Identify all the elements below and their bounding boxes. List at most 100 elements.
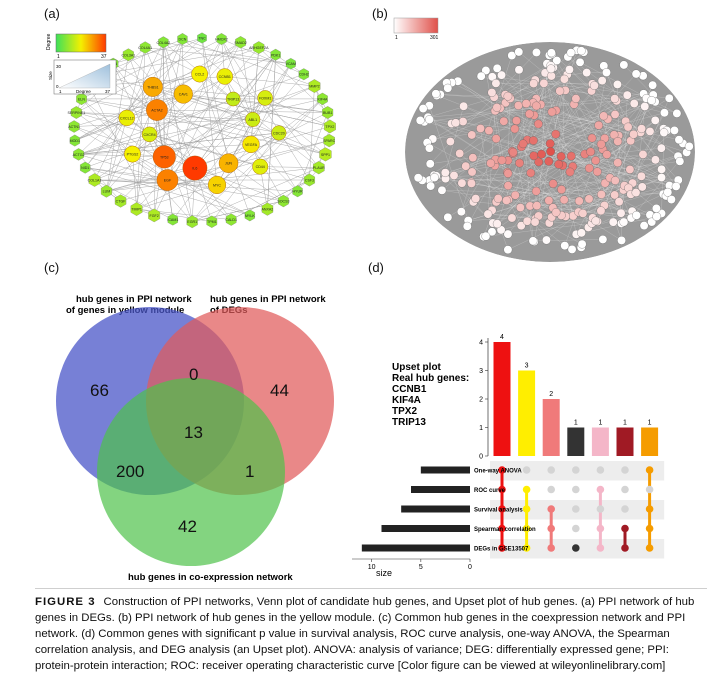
node-label: MMP2	[309, 85, 319, 89]
edge	[78, 132, 279, 155]
network-node: DCN	[177, 33, 188, 45]
node-label: ICAM1	[167, 218, 178, 222]
set-size-bar	[420, 466, 470, 474]
membership-dot-filled	[498, 466, 506, 474]
network-node: NID1	[80, 161, 91, 174]
network-node	[443, 83, 453, 93]
network-node: MOD1	[70, 134, 80, 147]
membership-dot-empty	[522, 466, 531, 474]
membership-dot-filled	[645, 505, 654, 513]
node-hexagon	[235, 36, 246, 49]
network-node	[430, 173, 439, 182]
set-name-label: Spearman correlation	[474, 527, 536, 533]
network-node	[415, 116, 425, 125]
venn-circle-c	[97, 378, 285, 566]
network-node	[443, 212, 453, 222]
network-node	[497, 70, 506, 80]
network-node: TP53	[152, 145, 176, 169]
network-node: EGR1	[186, 215, 198, 229]
network-node: CCNB1	[216, 68, 233, 85]
panel-d-label: (d)	[368, 260, 384, 275]
node-label: BUB1	[323, 111, 332, 115]
node-label: MOD1	[70, 139, 80, 143]
network-node	[637, 182, 647, 192]
network-node	[492, 64, 502, 73]
edge	[314, 85, 331, 127]
node-hexagon	[122, 48, 134, 62]
edge	[76, 112, 310, 181]
network-node	[660, 108, 669, 118]
set-size-bar	[361, 544, 470, 552]
network-node	[530, 217, 540, 227]
edge	[78, 154, 168, 181]
node-circle	[218, 153, 239, 173]
node-hexagon	[253, 41, 265, 54]
edge	[89, 85, 155, 216]
network-node	[418, 104, 428, 113]
network-node	[652, 212, 662, 221]
edge	[163, 42, 165, 157]
network-node	[462, 221, 472, 231]
edge	[535, 72, 587, 81]
network-node	[591, 156, 601, 165]
venn-a-c: 200	[116, 462, 144, 481]
intersection-matrix	[490, 461, 665, 559]
network-node	[567, 245, 577, 254]
node-label: TPX2	[325, 125, 334, 129]
network-node	[663, 187, 673, 197]
network-node	[531, 186, 541, 196]
network-node	[468, 153, 478, 163]
network-node	[503, 91, 513, 101]
edge	[468, 152, 687, 221]
network-node: CALD1	[225, 213, 237, 226]
edge	[535, 80, 656, 160]
network-node	[631, 188, 641, 197]
network-node: HMOX2	[215, 33, 228, 45]
node-circle	[156, 169, 179, 191]
network-node	[647, 217, 657, 227]
node-label: SPP1	[321, 153, 330, 157]
edge	[556, 110, 687, 153]
membership-dot-empty	[596, 466, 605, 474]
degree-legend-max: 37	[101, 54, 107, 60]
edge	[106, 54, 129, 192]
y-tick-label: 3	[479, 368, 483, 375]
size-legend-axis-min: 1	[59, 89, 62, 94]
node-label: CDC20	[273, 131, 285, 135]
y-tick-label: 4	[479, 340, 483, 347]
node-hexagon	[324, 119, 336, 134]
y-tick-label: 0	[479, 454, 483, 461]
network-node: CAV1	[173, 84, 193, 104]
network-node	[554, 159, 564, 169]
network-node	[547, 48, 556, 58]
network-node	[471, 194, 481, 203]
node-hexagon	[158, 36, 169, 49]
network-node: CSF3	[303, 173, 315, 187]
edge	[506, 128, 664, 201]
network-node	[552, 56, 562, 65]
bar-value-label: 1	[623, 420, 627, 427]
node-hexagon	[139, 41, 151, 54]
node-hexagon	[167, 213, 178, 226]
network-node	[503, 229, 513, 239]
node-circle	[207, 175, 227, 194]
set-c-label: hub genes in co-expression network	[128, 572, 293, 583]
membership-dot-filled	[498, 524, 506, 533]
network-node	[625, 165, 635, 174]
intersection-bar	[616, 427, 634, 456]
network-node	[610, 110, 620, 119]
bar-value-label: 1	[598, 420, 602, 427]
edge	[529, 205, 605, 207]
upset-subtitle: Real hub genes:	[392, 373, 469, 384]
panel-d-upset: Upset plot Real hub genes: CCNB1 KIF4A T…	[352, 334, 665, 578]
node-label: CAV1	[179, 93, 188, 97]
node-label: COL4A2	[156, 41, 170, 45]
network-node	[596, 206, 606, 216]
gene-2: TPX2	[392, 406, 417, 417]
edge	[221, 39, 253, 120]
edge	[81, 98, 157, 111]
node-hexagon	[225, 213, 237, 226]
node-circle	[216, 68, 233, 85]
network-node	[597, 190, 606, 199]
network-node	[629, 99, 639, 108]
